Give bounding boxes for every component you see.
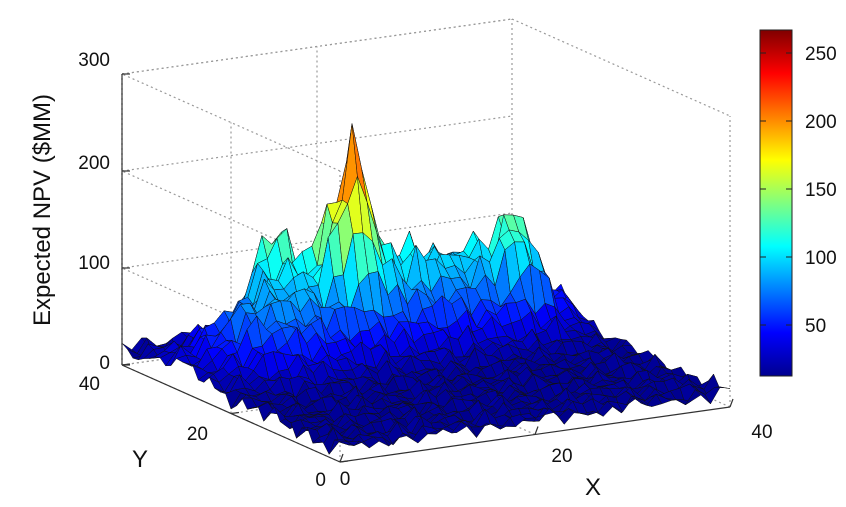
colorbar-tick-label: 50: [805, 316, 826, 337]
y-tick-mark: [121, 363, 131, 366]
z-tick-label: 0: [99, 353, 110, 374]
x-axis-label: X: [585, 474, 601, 501]
axes-lines: [121, 73, 734, 463]
colorbar-ticks: [760, 52, 792, 326]
z-tick-label: 200: [78, 153, 110, 174]
z-tick-label: 100: [78, 253, 110, 274]
z-tick-label: 300: [78, 50, 110, 71]
x-tick-mark: [534, 426, 539, 435]
x-tick-mark: [339, 453, 344, 463]
y-tick-mark: [339, 460, 349, 463]
y-axis-label: Y: [132, 446, 148, 473]
grid-line: [121, 115, 513, 172]
colorbar-tick-label: 150: [805, 180, 837, 201]
surface-facet: [714, 386, 731, 389]
colorbar-tick-label: 250: [805, 44, 837, 65]
y-tick-label: 0: [315, 470, 326, 491]
x-tick-label: 40: [751, 422, 772, 443]
x-tick-label: 0: [340, 469, 351, 490]
x-tick-label: 20: [551, 446, 572, 467]
colorbar-tick-label: 100: [805, 248, 837, 269]
colorbar: [759, 29, 793, 377]
grid-line: [511, 18, 731, 117]
grid-line: [121, 18, 513, 75]
y-tick-mark: [230, 411, 240, 415]
y-tick-label: 40: [79, 374, 100, 395]
x-tick-mark: [729, 398, 734, 408]
z-axis-label: Expected NPV ($MM): [29, 94, 56, 326]
colorbar-tick-label: 200: [805, 112, 837, 133]
surface-mesh: [121, 123, 731, 455]
y-tick-label: 20: [187, 424, 208, 445]
